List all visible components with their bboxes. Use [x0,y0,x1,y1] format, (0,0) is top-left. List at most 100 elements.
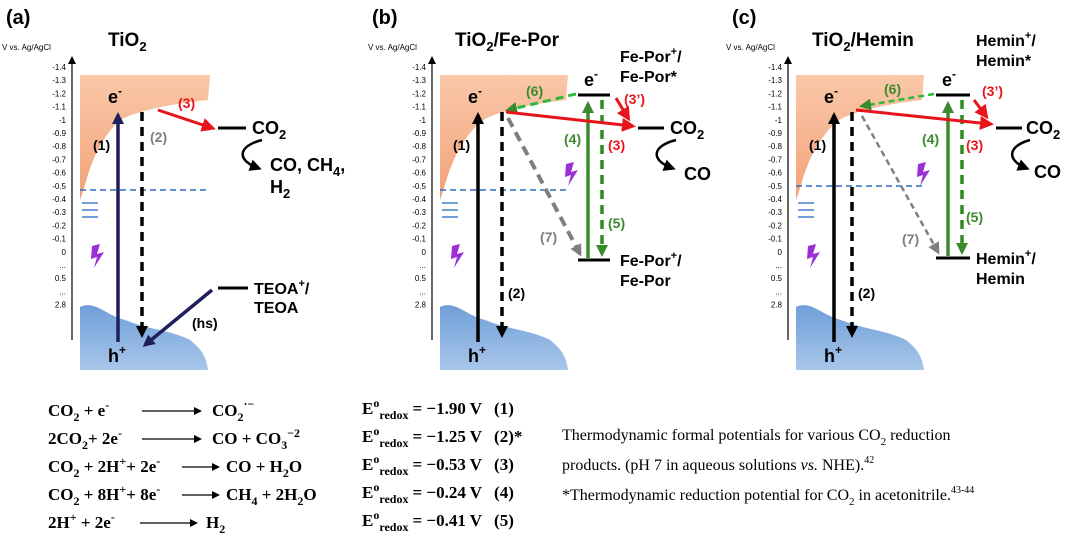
hole-scavenging-arrow [142,288,214,347]
equation-3: CO2 + 2H++ 2e- CO + H2O [48,454,302,480]
step-3p-b: (3’) [624,91,645,107]
ticks-c: -1.4 -1.3 -1.2 -1.1 -1 -0.9 -0.8 -0.7 -0.6 -0.5 -0… [768,63,782,310]
tick-label: 2.8 [55,301,67,310]
note-line-3: *Thermodynamic reduction potential for C… [562,485,974,508]
hole-a: h+ [108,343,126,366]
dye-co2-arrow-b [614,97,631,122]
panel-b-letter: (b) [372,7,398,29]
step-hs: (hs) [192,315,218,331]
tick-label: -0.7 [768,155,782,164]
step-6-b: (6) [526,83,543,99]
valence-band-b [440,305,568,370]
tick-label: 0 [62,248,67,257]
tick-label: -1.1 [412,103,426,112]
teoa-label-line1: TEOA+/ [254,278,310,298]
conduction-band-b [440,75,568,200]
back-transfer-arrow-b [506,117,582,257]
ticks-b: -1.4 -1.3 -1.2 -1.1 -1 -0.9 -0.8 -0.7 -0.6 -0.5 -0… [412,63,426,310]
dye-electron-c: e- [942,67,956,90]
tick-label: -1.4 [768,63,782,72]
tick-label: 0.5 [415,274,427,283]
conversion-arrow-c [1011,138,1031,171]
conversion-arrow-b [655,138,677,171]
tick-label: -1.3 [412,76,426,85]
electron-injection-arrow-b [505,92,577,114]
tick-label: -1 [775,116,783,125]
panel-c-letter: (c) [732,7,756,29]
electron-injection-arrow-c [859,92,935,111]
equation-2: 2CO2+ 2e- CO + CO3−2 [48,426,300,452]
tick-label: -0.3 [52,208,66,217]
dye-electron-b: e- [584,67,598,90]
step-3-a: (3) [178,95,195,111]
co2-reduction-arrow-a [157,108,216,132]
panel-c-title: TiO2/Hemin [812,30,914,54]
tick-label: -0.2 [52,221,66,230]
excited-label-b-line1: Fe-Por+/ [620,46,682,66]
tick-label: -0.9 [412,129,426,138]
conversion-arrow-a [241,138,263,171]
tick-label: 0.5 [55,274,67,283]
tick-label: -0.9 [768,129,782,138]
tick-label: -1 [419,116,427,125]
svg-text:CO + H2O: CO + H2O [226,457,302,480]
tick-label: -0.3 [412,208,426,217]
dye-co2-arrow-c [972,99,989,120]
trap-states-b [442,202,458,218]
axis-label-b: V vs. Ag/AgCl [368,43,417,52]
svg-text:H2: H2 [206,513,225,536]
tick-label: -0.2 [412,221,426,230]
tick-label: 2.8 [771,301,783,310]
panel-c: (c) TiO2/Hemin V vs. Ag/AgCl -1.4 -1.3 -1.… [726,7,1061,370]
tick-label: -0.7 [412,155,426,164]
panel-b: (b) TiO2/Fe-Por V vs. Ag/AgCl -1.4-1.3-1… [368,7,711,370]
step-3-b: (3) [608,137,625,153]
svg-text:CO2 + 8H++ 8e-: CO2 + 8H++ 8e- [48,482,160,508]
step-6-c: (6) [884,81,901,97]
conduction-band-a [80,75,210,200]
lightning-icon [565,162,578,186]
svg-text:CO2 + 2H++ 2e-: CO2 + 2H++ 2e- [48,454,160,480]
step-5-b: (5) [608,215,625,231]
tick-label: ... [59,261,66,270]
co2-label-a: CO2 [252,118,286,142]
svg-text:2H+ + 2e-: 2H+ + 2e- [48,510,115,532]
product-c: CO [1034,162,1061,182]
svg-text:CO + CO3−2: CO + CO3−2 [212,426,300,452]
tick-label: -0.5 [768,182,782,191]
tick-label: -0.6 [768,169,782,178]
tick-label: -1.1 [52,103,66,112]
axis-label-c: V vs. Ag/AgCl [726,43,775,52]
tick-label: 0 [422,248,427,257]
tick-label: -1.2 [768,89,782,98]
lightning-icon [451,244,464,268]
tick-label: -1.3 [52,76,66,85]
lightning-icon [807,244,820,268]
step-7-c: (7) [902,231,919,247]
tick-label: ... [775,261,782,270]
step-3-c: (3) [966,137,983,153]
tick-label: 0.5 [771,274,783,283]
ticks-a: -1.4 -1.3 -1.2 -1.1 -1 -0.9 -0.8 -0.7 -0.6 -0.5 -0… [52,63,66,310]
tick-label: -1.3 [768,76,782,85]
tick-label: -0.4 [768,195,782,204]
panel-a-title: TiO2 [108,30,147,54]
tick-label: -0.9 [52,129,66,138]
tick-label: -0.2 [768,221,782,230]
conduction-band-c [796,75,924,200]
tick-label: ... [59,287,66,296]
step-5-c: (5) [966,209,983,225]
electron-c: e- [824,84,838,107]
ground-label-c-line2: Hemin [976,271,1025,288]
co2-reduction-arrow-b [505,110,636,132]
svg-text:CH4 + 2H2O: CH4 + 2H2O [226,485,317,508]
svg-text:2CO2+ 2e-: 2CO2+ 2e- [48,426,122,452]
ground-label-b-line2: Fe-Por [620,273,671,290]
valence-band-c [796,305,924,370]
electron-b: e- [468,84,482,107]
lightning-icon [91,244,104,268]
step-1-a: (1) [93,137,110,153]
hole-b: h+ [468,343,486,366]
svg-text:CO2 + e-: CO2 + e- [48,398,109,424]
